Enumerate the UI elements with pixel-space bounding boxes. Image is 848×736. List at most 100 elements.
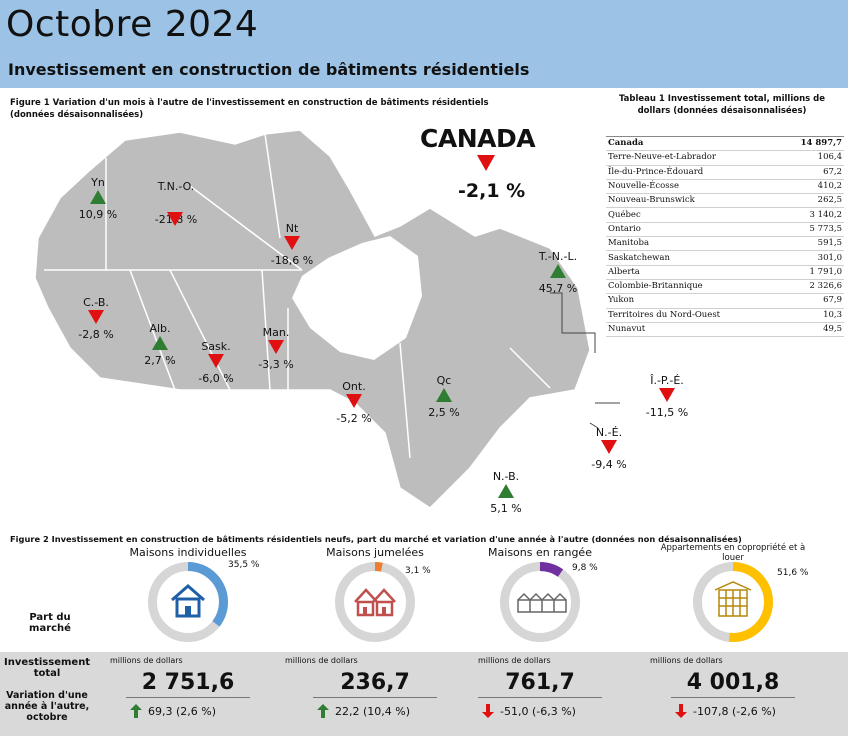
table-cell-value: 591,5	[777, 236, 844, 252]
header-band	[0, 0, 848, 88]
down-arrow-icon	[88, 310, 104, 324]
province-abbr: Alb.	[149, 322, 171, 335]
up-arrow-icon	[130, 704, 142, 718]
total-underline	[313, 697, 437, 698]
province-value: -18,6 %	[270, 254, 314, 267]
table-cell-value: 49,5	[777, 322, 844, 338]
market-share-donut	[500, 562, 580, 642]
table-row: Colombie-Britannique 2 326,6	[606, 279, 844, 295]
donut-share-arc	[148, 562, 228, 642]
donut-track	[500, 562, 580, 642]
table-row: Territoires du Nord-Ouest 10,3	[606, 308, 844, 323]
up-arrow-icon	[317, 704, 329, 718]
house-type-icon	[171, 584, 205, 618]
table-cell-value: 67,9	[777, 293, 844, 309]
category-title: Maisons en rangée	[488, 546, 592, 559]
marker-yn: Yn 10,9 %	[78, 176, 118, 221]
marker-tno: T.N.-O. -21,8 %	[146, 180, 206, 226]
donut-track	[335, 562, 415, 642]
yoy-change-text: 22,2 (10,4 %)	[335, 704, 411, 718]
table-cell-value: 262,5	[777, 193, 844, 209]
down-arrow-icon	[167, 212, 183, 226]
down-arrow-icon	[601, 440, 617, 454]
province-value: -3,3 %	[258, 358, 294, 371]
table-cell-region: Terre-Neuve-et-Labrador	[606, 150, 778, 166]
down-arrow-icon	[659, 388, 675, 402]
province-abbr: N.-B.	[492, 470, 520, 483]
province-abbr: Sask.	[201, 340, 231, 353]
down-arrow-icon	[482, 704, 494, 718]
house-type-icon	[354, 588, 396, 617]
donut-share-arc	[335, 562, 415, 642]
row-label-total: Investissement total	[4, 657, 91, 679]
table-cell-value: 3 140,2	[777, 207, 844, 223]
province-value: -2,8 %	[78, 328, 114, 341]
yoy-change-text: 69,3 (2,6 %)	[148, 704, 217, 718]
market-share-donut	[335, 562, 415, 642]
canada-label: CANADA	[420, 124, 536, 153]
marker-tnl: T.-N.-L. 45,7 %	[530, 250, 586, 295]
table-row: Nouvelle-Écosse 410,2	[606, 179, 844, 195]
yoy-change-text: -107,8 (-2,6 %)	[693, 704, 776, 718]
marker-qc: Qc 2,5 %	[424, 374, 464, 419]
up-arrow-icon	[436, 388, 452, 402]
table-cell-value: 106,4	[777, 150, 844, 166]
down-arrow-icon	[208, 354, 224, 368]
house-type-icon	[517, 592, 567, 613]
down-arrow-icon	[477, 155, 495, 171]
province-value: 2,7 %	[144, 354, 176, 367]
table-cell-region: Nouveau-Brunswick	[606, 193, 778, 209]
yoy-change-text: -51,0 (-6,3 %)	[500, 704, 576, 718]
table-cell-region: Nouvelle-Écosse	[606, 179, 778, 195]
table-cell-region: Colombie-Britannique	[606, 279, 778, 295]
up-arrow-icon	[90, 190, 106, 204]
province-abbr: Yn	[91, 176, 105, 189]
province-abbr: T.N.-O.	[157, 180, 195, 193]
province-abbr: C.-B.	[83, 296, 109, 309]
table-cell-region: Ontario	[606, 222, 778, 238]
figure1-caption: Figure 1 Variation d'un mois à l'autre d…	[10, 98, 489, 120]
total-value: 236,7	[340, 670, 410, 695]
marker-ne: N.-É. -9,4 %	[584, 426, 634, 471]
table1-caption: Tableau 1 Investissement total, millions…	[618, 94, 826, 116]
page-subtitle: Investissement en construction de bâtime…	[8, 60, 530, 79]
province-abbr: Î.-P.-É.	[650, 374, 684, 387]
up-arrow-icon	[498, 484, 514, 498]
marker-nt: Nt -18,6 %	[264, 222, 320, 267]
table-row: Ontario 5 773,5	[606, 222, 844, 238]
marker-sask: Sask. -6,0 %	[192, 340, 240, 385]
total-underline	[671, 697, 795, 698]
category-title: Appartements en copropriété et à louer	[660, 543, 806, 563]
table-cell-region: Yukon	[606, 293, 778, 309]
province-value: -6,0 %	[198, 372, 234, 385]
province-abbr: T.-N.-L.	[538, 250, 578, 263]
row-label-share: Part du marché	[29, 612, 71, 634]
table-cell-value: 1 791,0	[777, 265, 844, 280]
total-underline	[126, 697, 250, 698]
canada-map	[34, 129, 620, 509]
marker-cb: C.-B. -2,8 %	[70, 296, 122, 341]
province-abbr: N.-É.	[595, 426, 623, 439]
share-percent: 51,6 %	[777, 568, 809, 578]
province-abbr: Qc	[436, 374, 452, 387]
table-row: Yukon 67,9	[606, 293, 844, 309]
table-cell-region: Alberta	[606, 265, 778, 280]
table-cell-region: Territoires du Nord-Ouest	[606, 308, 778, 323]
hudson-bay	[292, 236, 422, 360]
table-row: Québec 3 140,2	[606, 207, 844, 223]
up-arrow-icon	[550, 264, 566, 278]
page-title: Octobre 2024	[6, 4, 259, 45]
province-value: -11,5 %	[645, 406, 689, 419]
marker-alb: Alb. 2,7 %	[138, 322, 182, 367]
down-arrow-icon	[675, 704, 687, 718]
share-percent: 9,8 %	[572, 563, 598, 573]
market-share-donut	[693, 562, 773, 642]
down-arrow-icon	[284, 236, 300, 250]
table-cell-value: 410,2	[777, 179, 844, 195]
yoy-change: 69,3 (2,6 %)	[130, 704, 260, 718]
table-cell-value: 301,0	[777, 250, 844, 266]
category-title: Maisons individuelles	[129, 546, 247, 559]
province-abbr: Ont.	[342, 380, 366, 393]
investment-table: Canada 14 897,7 Terre-Neuve-et-Labrador 106…	[606, 135, 844, 338]
unit-label: millions de dollars	[285, 656, 358, 665]
